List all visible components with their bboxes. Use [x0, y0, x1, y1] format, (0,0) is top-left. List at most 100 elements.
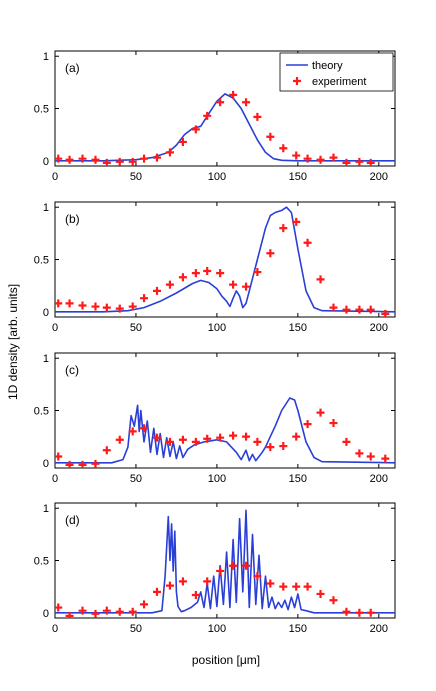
experiment-point: [329, 419, 338, 428]
experiment-point: [279, 224, 288, 233]
experiment-point: [78, 154, 87, 163]
experiment-point: [191, 125, 200, 134]
experiment-point: [191, 591, 200, 599]
experiment-point: [316, 589, 325, 598]
y-axis-label: 1D density [arb. units]: [6, 284, 20, 400]
plot-area: [55, 509, 395, 618]
x-tick-label: 0: [52, 322, 58, 334]
experiment-point: [366, 158, 375, 166]
experiment-point: [303, 238, 312, 247]
experiment-point: [342, 607, 351, 616]
experiment-point: [253, 112, 262, 121]
experiment-point: [279, 442, 288, 451]
experiment-point: [203, 434, 212, 443]
experiment-point: [292, 217, 301, 226]
legend-theory-label: theory: [312, 60, 343, 72]
y-tick-label: 1: [43, 353, 49, 365]
panel-3: 0 50 100 150 200 0 0.5 1 (c): [34, 352, 396, 485]
x-tick-label: 0: [52, 623, 58, 635]
x-tick-label: 200: [370, 623, 388, 635]
panel-4: 0 50 100 150 200 0 0.5 1 (d): [34, 502, 396, 635]
experiment-point: [292, 151, 301, 160]
x-tick-label: 200: [370, 473, 388, 485]
experiment-point: [366, 608, 375, 617]
experiment-point: [153, 587, 161, 596]
legend: theory experiment: [279, 52, 394, 92]
experiment-point: [115, 607, 124, 616]
experiment-point: [203, 111, 212, 120]
experiment-point: [102, 606, 111, 615]
experiment-point: [55, 603, 63, 612]
panel-2: 0 50 100 150 200 0 0.5 1 (b): [34, 201, 396, 334]
x-tick-label: 100: [208, 473, 226, 485]
y-tick-label: 0: [43, 156, 49, 168]
experiment-point: [140, 600, 149, 609]
experiment-point: [91, 155, 100, 164]
experiment-point: [140, 154, 149, 163]
x-tick-label: 150: [289, 623, 307, 635]
experiment-point: [242, 432, 251, 441]
experiment-point: [342, 158, 351, 166]
experiment-point: [91, 609, 100, 618]
experiment-point: [65, 299, 74, 308]
experiment-point: [216, 433, 225, 442]
experiment-point: [329, 596, 338, 605]
x-tick-label: 150: [289, 322, 307, 334]
experiment-point: [266, 249, 275, 258]
experiment-point: [366, 305, 375, 314]
x-tick-label: 150: [289, 473, 307, 485]
experiment-point: [381, 309, 390, 317]
experiment-point: [303, 154, 312, 163]
experiment-point: [342, 305, 351, 314]
x-tick-label: 200: [370, 322, 388, 334]
y-tick-label: 0: [43, 458, 49, 470]
panel-1: 0 50 100 150 200 0 0.5 1 (a) theory experiment: [34, 50, 396, 183]
experiment-point: [65, 155, 74, 164]
experiment-point: [355, 449, 364, 458]
experiment-point: [229, 561, 238, 570]
y-tick-label: 0: [43, 307, 49, 319]
plot-area: [55, 90, 395, 166]
experiment-point: [91, 302, 100, 311]
theory-line: [55, 397, 395, 464]
x-tick-label: 50: [130, 623, 142, 635]
x-tick-label: 100: [208, 171, 226, 183]
experiment-point: [165, 148, 174, 157]
x-tick-label: 0: [52, 473, 58, 485]
experiment-point: [316, 155, 325, 164]
experiment-point: [102, 446, 111, 455]
experiment-point: [229, 431, 238, 440]
experiment-point: [316, 275, 325, 284]
experiment-point: [242, 282, 251, 291]
legend-experiment-label: experiment: [312, 76, 366, 88]
experiment-point: [355, 608, 364, 617]
y-tick-label: 1: [43, 503, 49, 515]
experiment-point: [115, 157, 124, 166]
theory-line: [55, 93, 395, 162]
y-tick-label: 1: [43, 202, 49, 214]
experiment-point: [153, 153, 161, 162]
experiment-point: [216, 566, 225, 575]
experiment-point: [229, 280, 238, 289]
legend-box: [279, 52, 394, 92]
plot-frame: [54, 502, 396, 619]
panel-label: (d): [65, 513, 80, 527]
y-tick-label: 0.5: [34, 556, 49, 568]
experiment-point: [342, 437, 351, 446]
y-tick-label: 0.5: [34, 406, 49, 418]
experiment-point: [178, 577, 187, 586]
experiment-point: [78, 460, 87, 468]
experiment-point: [355, 157, 364, 166]
x-tick-label: 0: [52, 171, 58, 183]
x-tick-label: 150: [289, 171, 307, 183]
x-tick-label: 200: [370, 171, 388, 183]
experiment-point: [178, 435, 187, 444]
experiment-point: [78, 301, 87, 310]
x-tick-label: 100: [208, 322, 226, 334]
experiment-point: [102, 303, 111, 312]
experiment-point: [165, 437, 174, 446]
experiment-point: [65, 611, 74, 618]
plot-area: [55, 397, 395, 468]
y-tick-label: 0: [43, 608, 49, 620]
